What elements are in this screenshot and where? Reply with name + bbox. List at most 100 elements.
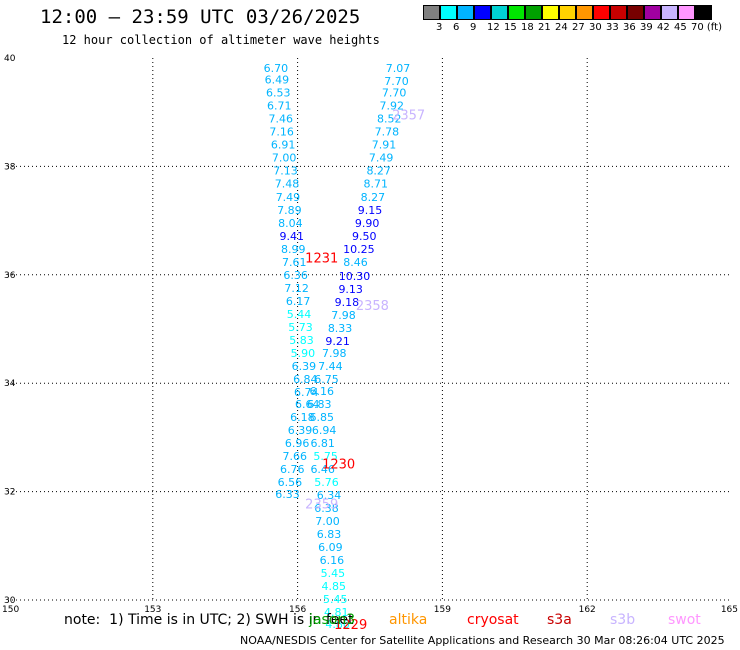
wave-height-point: 4.85: [322, 580, 347, 593]
wave-height-point: 5.45: [323, 593, 348, 606]
wave-height-point: 7.00: [315, 515, 340, 528]
wave-height-point: 9.90: [355, 217, 380, 230]
wave-height-point: 5.75: [313, 450, 338, 463]
note-text: note: 1) Time is in UTC; 2) SWH is in fe…: [64, 612, 354, 628]
wave-height-point: 4.80: [325, 618, 350, 631]
wave-height-point: 6.38: [314, 502, 339, 515]
wave-height-point: 7.49: [276, 191, 301, 204]
color-swatch: [576, 5, 593, 20]
wave-height-point: 8.71: [364, 178, 389, 191]
wave-height-point: 7.98: [331, 309, 356, 322]
wave-height-point: 9.41: [280, 230, 305, 243]
wave-height-point: 7.00: [272, 152, 297, 165]
wave-height-point: 6.39: [292, 360, 317, 373]
wave-height-point: 6.94: [312, 424, 337, 437]
wave-height-point: 9.21: [325, 335, 350, 348]
wave-height-point: 6.70: [264, 62, 289, 75]
color-scale-label: 42: [657, 22, 670, 33]
x-tick-label: 150: [2, 605, 19, 615]
y-tick-label: 40: [4, 54, 16, 64]
wave-height-point: 10.25: [343, 243, 375, 256]
wave-height-point: 9.18: [335, 296, 360, 309]
wave-height-point: 6.83: [317, 528, 342, 541]
color-swatch: [525, 5, 542, 20]
x-tick-label: 162: [579, 605, 596, 615]
color-scale-label: 36: [623, 22, 636, 33]
wave-height-point: 7.48: [275, 178, 300, 191]
wave-height-point: 7.89: [277, 204, 302, 217]
color-scale-label: 21: [538, 22, 551, 33]
wave-height-point: 8.46: [343, 256, 368, 269]
color-scale-label: 27: [572, 22, 585, 33]
color-scale-labels: 3 6 9 12 15 18 21 24 27 30 33 36 39 42 45 70 (ft): [423, 20, 740, 34]
wave-height-point: 6.91: [271, 139, 296, 152]
data-labels: 6.706.496.536.717.467.166.917.007.137.48…: [264, 62, 411, 631]
wave-height-point: 10.30: [339, 270, 371, 283]
color-swatch: [559, 5, 576, 20]
x-tick-label: 153: [144, 605, 161, 615]
wave-height-point: 7.78: [375, 126, 400, 139]
wave-height-point: 9.50: [352, 230, 377, 243]
color-swatch: [610, 5, 627, 20]
wave-height-point: 5.83: [289, 334, 314, 347]
wave-height-point: 6.71: [267, 100, 292, 113]
wave-height-point: 7.13: [273, 165, 298, 178]
wave-height-point: 8.27: [361, 191, 386, 204]
color-swatch: [661, 5, 678, 20]
wave-height-point: 7.98: [322, 347, 347, 360]
wave-height-point: 7.66: [282, 450, 307, 463]
wave-height-point: 6.16: [320, 554, 345, 567]
wave-height-point: 6.85: [309, 411, 334, 424]
color-scale-label: 9: [470, 22, 477, 33]
color-swatch: [627, 5, 644, 20]
wave-height-point: 6.39: [288, 424, 313, 437]
wave-height-point: 7.92: [379, 100, 404, 113]
wave-height-point: 4.81: [324, 606, 349, 619]
time-annotation: 2359: [305, 498, 338, 513]
color-swatch: [508, 5, 525, 20]
time-annotation: 1230: [322, 457, 355, 472]
wave-height-point: 6.76: [280, 463, 305, 476]
legend-item-jason3: jason3: [309, 612, 356, 628]
color-scale-label: 70 (ft): [691, 22, 722, 33]
legend-item-swot: swot: [668, 612, 701, 628]
wave-height-point: 5.44: [287, 308, 312, 321]
color-swatch: [678, 5, 695, 20]
x-tick-label: 165: [721, 605, 738, 615]
color-scale-label: 3: [436, 22, 443, 33]
wave-height-point: 8.99: [281, 243, 306, 256]
time-annotation: 2357: [392, 108, 425, 123]
wave-height-point: 6.74: [294, 386, 319, 399]
wave-height-point: 7.91: [372, 139, 397, 152]
x-tick-label: 156: [289, 605, 306, 615]
wave-height-point: 6.83: [307, 398, 332, 411]
color-swatch: [423, 5, 440, 20]
color-swatch: [474, 5, 491, 20]
wave-height-point: 6.16: [309, 385, 334, 398]
wave-height-point: 7.70: [382, 87, 407, 100]
tick-labels: 150 153 156 159 162 165 30 32 34 36 38 40: [2, 54, 738, 615]
wave-height-point: 6.46: [310, 463, 335, 476]
wave-height-point: 7.49: [369, 152, 394, 165]
color-scale-label: 45: [674, 22, 687, 33]
color-scale-label: 6: [453, 22, 460, 33]
wave-height-point: 8.27: [366, 165, 391, 178]
time-annotation: 1229: [334, 618, 367, 633]
wave-height-point: 6.34: [317, 489, 342, 502]
wave-height-point: 9.15: [358, 204, 383, 217]
wave-height-point: 6.56: [278, 476, 303, 489]
wave-height-point: 7.46: [268, 113, 293, 126]
y-tick-label: 34: [4, 379, 16, 389]
wave-height-point: 6.75: [314, 373, 339, 386]
legend-item-s3a: s3a: [547, 612, 572, 628]
wave-height-point: 7.16: [269, 126, 294, 139]
wave-height-point: 8.52: [377, 113, 402, 126]
wave-height-point: 5.73: [288, 321, 313, 334]
color-scale-label: 30: [589, 22, 602, 33]
wave-height-point: 6.33: [275, 488, 300, 501]
time-annotation: 2358: [356, 299, 389, 314]
wave-height-point: 7.44: [318, 360, 343, 373]
wave-height-point: 6.84: [293, 373, 318, 386]
wave-height-point: 9.13: [338, 283, 363, 296]
